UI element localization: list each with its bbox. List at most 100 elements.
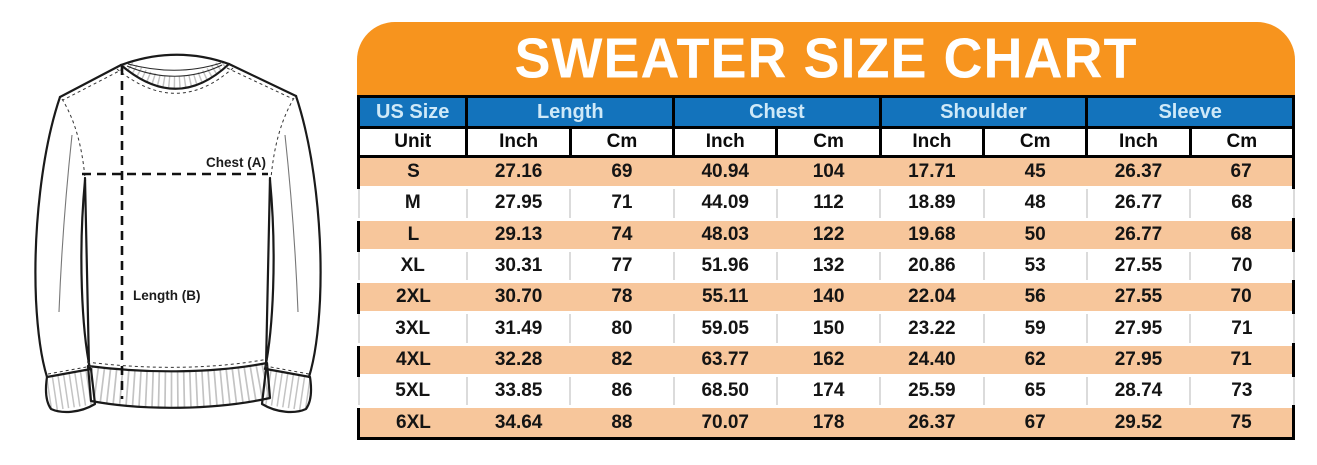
table-row: 6XL 34.64 88 70.07 178 26.37 67 29.52 75 xyxy=(356,405,1296,440)
value-cell: 18.89 xyxy=(879,186,985,220)
value-cell: 27.55 xyxy=(1085,248,1192,282)
value-cell: 69 xyxy=(570,154,674,188)
size-cell: M xyxy=(357,186,468,220)
measurement-lines xyxy=(82,66,268,399)
value-cell: 74 xyxy=(570,217,674,251)
value-cell: 26.77 xyxy=(1085,186,1192,220)
table-row: XL 30.31 77 51.96 132 20.86 53 27.55 70 xyxy=(357,248,1295,282)
value-cell: 71 xyxy=(569,186,675,220)
value-cell: 30.31 xyxy=(465,248,572,282)
value-cell: 104 xyxy=(776,154,881,188)
size-table: US Size Length Chest Shoulder Sleeve Uni… xyxy=(356,95,1296,440)
sweater-detail-lines xyxy=(58,62,299,313)
chart-header-banner: SWEATER SIZE CHART xyxy=(357,22,1295,95)
value-cell: 27.95 xyxy=(1085,311,1192,345)
rib-hatching xyxy=(46,58,311,411)
value-cell: 59.05 xyxy=(672,311,778,345)
value-cell: 48.03 xyxy=(673,217,777,251)
col-group-shoulder: Shoulder xyxy=(878,95,1089,129)
value-cell: 27.55 xyxy=(1086,280,1191,313)
value-cell: 34.64 xyxy=(466,405,571,440)
value-cell: 50 xyxy=(983,217,1087,251)
value-cell: 40.94 xyxy=(673,154,777,188)
size-cell: 3XL xyxy=(357,311,468,345)
value-cell: 174 xyxy=(775,374,882,407)
value-cell: 20.86 xyxy=(879,248,985,282)
unit-header: Cm xyxy=(1188,126,1296,158)
sweater-illustration: Chest (A) Length (B) xyxy=(0,0,357,465)
value-cell: 71 xyxy=(1189,311,1295,345)
value-cell: 63.77 xyxy=(673,342,777,376)
value-cell: 27.95 xyxy=(465,186,572,220)
value-cell: 178 xyxy=(776,405,881,440)
value-cell: 67 xyxy=(1190,154,1296,188)
col-group-length: Length xyxy=(465,95,676,129)
chest-measure-label: Chest (A) xyxy=(206,155,266,170)
value-cell: 53 xyxy=(982,248,1088,282)
value-cell: 29.13 xyxy=(466,217,571,251)
unit-row: Unit Inch Cm Inch Cm Inch Cm Inch Cm xyxy=(356,126,1296,158)
value-cell: 80 xyxy=(569,311,675,345)
table-row: 3XL 31.49 80 59.05 150 23.22 59 27.95 71 xyxy=(357,311,1295,345)
size-cell: 6XL xyxy=(356,405,467,440)
value-cell: 68 xyxy=(1189,186,1295,220)
size-cell: 5XL xyxy=(357,374,468,407)
value-cell: 17.71 xyxy=(880,154,984,188)
value-cell: 68 xyxy=(1190,217,1296,251)
value-cell: 44.09 xyxy=(672,186,778,220)
value-cell: 27.16 xyxy=(466,154,571,188)
value-cell: 55.11 xyxy=(673,280,777,313)
value-cell: 30.70 xyxy=(466,280,571,313)
sweater-sketch-svg: Chest (A) Length (B) xyxy=(34,53,322,414)
size-cell: XL xyxy=(357,248,468,282)
value-cell: 19.68 xyxy=(880,217,984,251)
value-cell: 31.49 xyxy=(465,311,572,345)
value-cell: 70 xyxy=(1189,248,1295,282)
unit-header: Inch xyxy=(878,126,986,158)
value-cell: 26.77 xyxy=(1086,217,1191,251)
value-cell: 70.07 xyxy=(673,405,777,440)
unit-header: Unit xyxy=(356,126,469,158)
value-cell: 75 xyxy=(1190,405,1296,440)
table-row: 5XL 33.85 86 68.50 174 25.59 65 28.74 73 xyxy=(357,374,1295,407)
col-group-sleeve: Sleeve xyxy=(1085,95,1295,129)
unit-header: Cm xyxy=(982,126,1089,158)
chart-title: SWEATER SIZE CHART xyxy=(514,27,1138,90)
value-cell: 77 xyxy=(569,248,675,282)
sweater-outline xyxy=(34,53,322,414)
table-row: S 27.16 69 40.94 104 17.71 45 26.37 67 xyxy=(356,154,1296,188)
value-cell: 68.50 xyxy=(672,374,778,407)
size-cell: L xyxy=(356,217,467,251)
table-row: M 27.95 71 44.09 112 18.89 48 26.77 68 xyxy=(357,186,1295,220)
stitch-seams xyxy=(47,67,310,375)
size-table-body: S 27.16 69 40.94 104 17.71 45 26.37 67 M 27.95 71 44… xyxy=(356,154,1296,440)
value-cell: 22.04 xyxy=(880,280,984,313)
value-cell: 112 xyxy=(775,186,882,220)
value-cell: 33.85 xyxy=(465,374,572,407)
col-group-chest: Chest xyxy=(672,95,882,129)
column-group-row: US Size Length Chest Shoulder Sleeve xyxy=(356,95,1295,129)
value-cell: 78 xyxy=(570,280,674,313)
value-cell: 162 xyxy=(776,342,881,376)
value-cell: 56 xyxy=(983,280,1087,313)
value-cell: 28.74 xyxy=(1085,374,1192,407)
value-cell: 45 xyxy=(983,154,1087,188)
value-cell: 71 xyxy=(1190,342,1296,376)
unit-header: Cm xyxy=(775,126,882,158)
col-group-us-size: US Size xyxy=(356,95,469,129)
size-cell: 4XL xyxy=(356,342,467,376)
value-cell: 140 xyxy=(776,280,881,313)
value-cell: 48 xyxy=(982,186,1088,220)
value-cell: 29.52 xyxy=(1086,405,1191,440)
value-cell: 59 xyxy=(982,311,1088,345)
value-cell: 65 xyxy=(982,374,1088,407)
table-row: 2XL 30.70 78 55.11 140 22.04 56 27.55 70 xyxy=(356,280,1296,313)
value-cell: 73 xyxy=(1189,374,1295,407)
value-cell: 25.59 xyxy=(879,374,985,407)
size-cell: 2XL xyxy=(356,280,467,313)
size-chart-panel: SWEATER SIZE CHART US Size Length Chest … xyxy=(356,22,1296,440)
value-cell: 132 xyxy=(775,248,882,282)
unit-header: Cm xyxy=(568,126,676,158)
value-cell: 86 xyxy=(569,374,675,407)
